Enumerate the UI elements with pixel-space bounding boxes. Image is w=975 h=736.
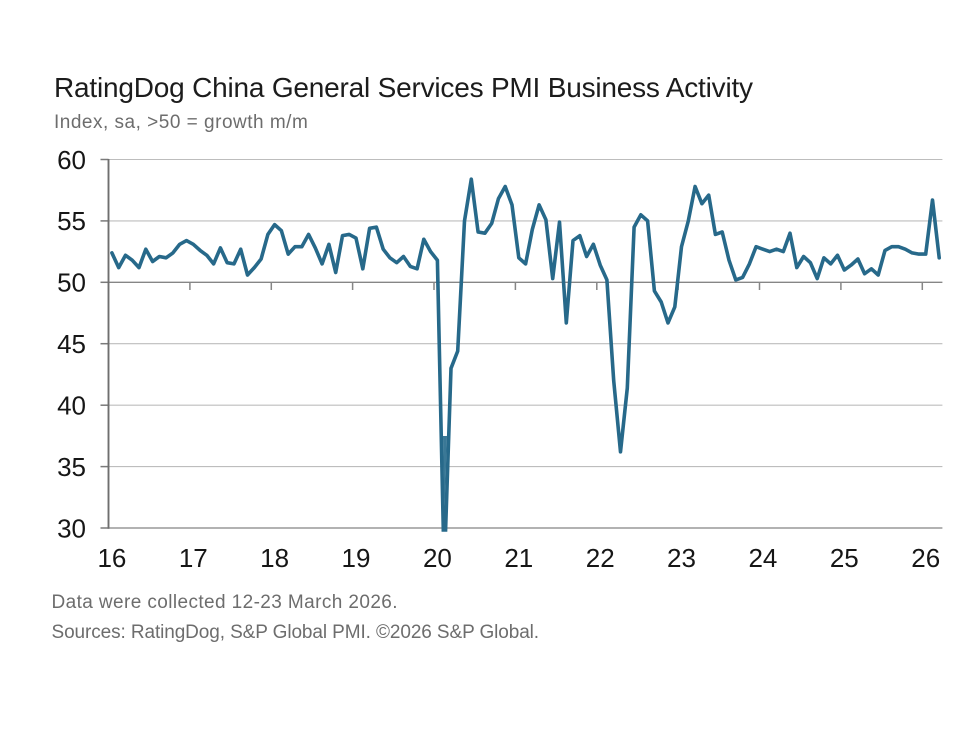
svg-text:30: 30	[57, 513, 86, 543]
svg-text:21: 21	[504, 543, 533, 573]
svg-text:20: 20	[423, 543, 452, 573]
svg-text:35: 35	[57, 452, 86, 482]
svg-text:24: 24	[748, 543, 777, 573]
svg-text:Data were collected 12-23 Marc: Data were collected 12-23 March 2026.	[52, 592, 398, 613]
svg-text:55: 55	[57, 206, 86, 236]
svg-text:Index, sa, >50 = growth m/m: Index, sa, >50 = growth m/m	[54, 112, 308, 133]
svg-text:Sources: RatingDog, S&P Global: Sources: RatingDog, S&P Global PMI. ©202…	[52, 622, 540, 643]
svg-text:23: 23	[667, 543, 696, 573]
svg-text:25: 25	[830, 543, 859, 573]
svg-text:17: 17	[179, 543, 208, 573]
svg-text:40: 40	[57, 391, 86, 421]
svg-text:22: 22	[586, 543, 615, 573]
svg-text:16: 16	[97, 543, 126, 573]
svg-text:18: 18	[260, 543, 289, 573]
svg-text:50: 50	[57, 268, 86, 298]
svg-text:RatingDog China General Servic: RatingDog China General Services PMI Bus…	[54, 72, 753, 103]
svg-text:26: 26	[911, 543, 940, 573]
svg-text:45: 45	[57, 329, 86, 359]
svg-text:60: 60	[57, 145, 86, 175]
svg-text:19: 19	[342, 543, 371, 573]
